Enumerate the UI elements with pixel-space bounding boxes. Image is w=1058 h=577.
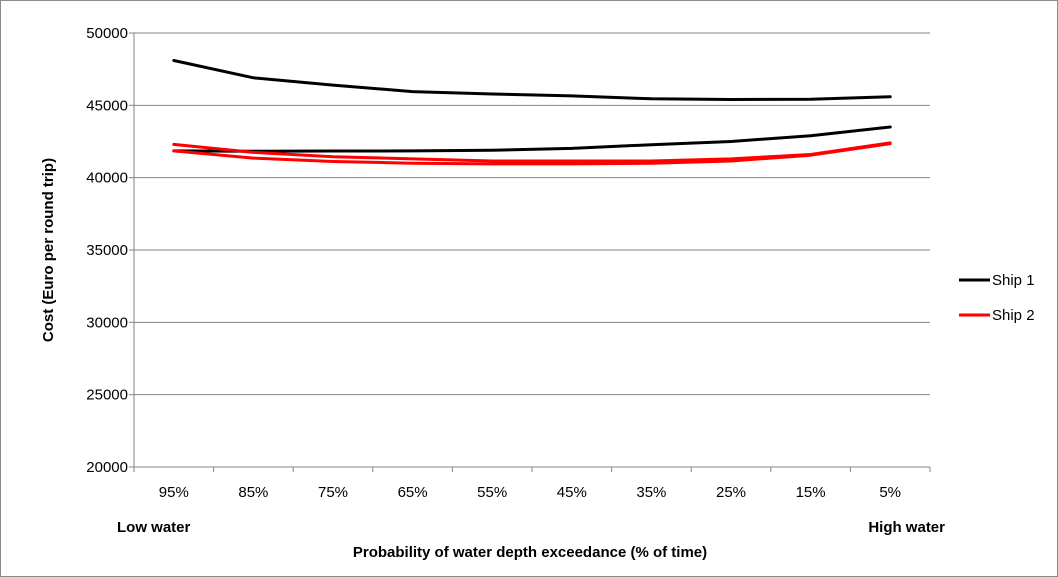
low-water-annotation: Low water — [117, 519, 191, 536]
y-tick-label: 20000 — [86, 459, 128, 476]
y-tick-label: 45000 — [86, 97, 128, 114]
legend-label: Ship 2 — [992, 307, 1035, 324]
gridlines — [134, 32, 930, 396]
y-tick-labels: 20000 25000 30000 35000 40000 45000 50000 — [86, 25, 128, 476]
x-tick-label: 65% — [398, 484, 428, 501]
series-lines — [172, 59, 892, 166]
x-tick-label: 75% — [318, 484, 348, 501]
y-tick-label: 25000 — [86, 387, 128, 404]
y-tick-label: 35000 — [86, 242, 128, 259]
x-tick-label: 55% — [477, 484, 507, 501]
x-tick-label: 85% — [238, 484, 268, 501]
axes — [129, 32, 931, 472]
series-line-4 — [172, 142, 892, 166]
high-water-annotation: High water — [868, 519, 945, 536]
legend: Ship 1 Ship 2 — [959, 272, 1035, 324]
x-tick-label: 5% — [879, 484, 901, 501]
x-tick-label: 35% — [636, 484, 666, 501]
y-tick-label: 50000 — [86, 25, 128, 42]
y-tick-label: 40000 — [86, 170, 128, 187]
x-tick-label: 95% — [159, 484, 189, 501]
x-tick-labels: 95% 85% 75% 65% 55% 45% 35% 25% 15% 5% — [159, 484, 901, 501]
x-tick-label: 15% — [796, 484, 826, 501]
x-tick-label: 45% — [557, 484, 587, 501]
series-line-1 — [172, 59, 892, 101]
series-line-2 — [172, 125, 892, 153]
x-tick-label: 25% — [716, 484, 746, 501]
y-tick-label: 30000 — [86, 314, 128, 331]
x-axis-title: Probability of water depth exceedance (%… — [353, 544, 707, 561]
y-axis-title: Cost (Euro per round trip) — [40, 158, 57, 342]
legend-label: Ship 1 — [992, 272, 1035, 289]
